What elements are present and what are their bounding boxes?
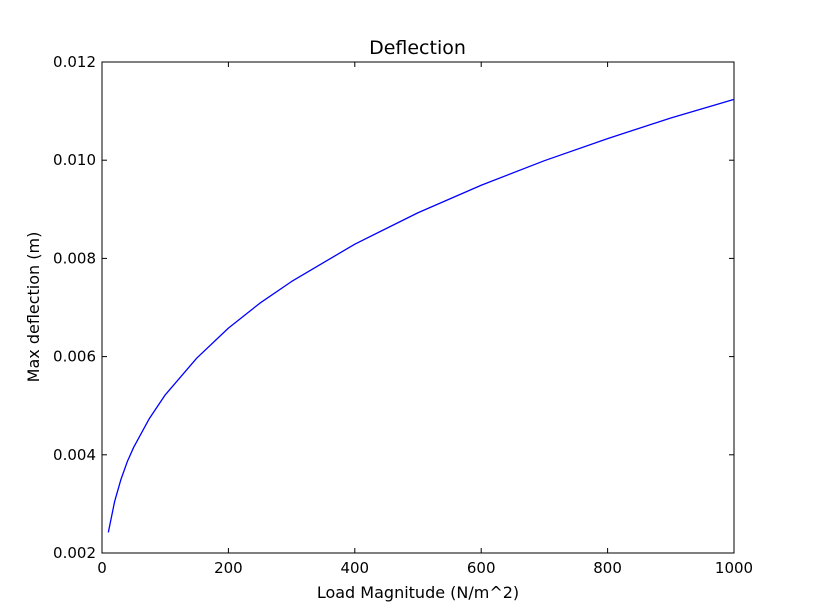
data-point (291, 281, 292, 282)
data-point (196, 357, 197, 358)
series-line (107, 98, 735, 533)
plot-area (101, 61, 735, 554)
y-tick-label: 0.008 (53, 249, 96, 267)
x-tick-label: 1000 (715, 559, 753, 577)
x-axis-title: Load Magnitude (N/m^2) (317, 583, 519, 602)
data-point (607, 138, 608, 139)
data-point (544, 160, 545, 161)
y-tick-label: 0.002 (53, 544, 96, 562)
y-tick-label: 0.010 (53, 151, 96, 169)
data-point (108, 532, 109, 533)
plot-frame (101, 61, 735, 554)
y-tick-label: 0.006 (53, 348, 96, 366)
series-layer (107, 98, 735, 533)
x-tick-label: 400 (340, 559, 369, 577)
data-point (354, 244, 355, 245)
y-axis: 0.002 0.004 0.006 0.008 0.010 0.012 (53, 53, 734, 562)
data-point (481, 185, 482, 186)
data-point (149, 418, 150, 419)
data-point (127, 461, 128, 462)
data-point (417, 212, 418, 213)
data-point (670, 117, 671, 118)
data-point (120, 479, 121, 480)
y-tick-label: 0.012 (53, 53, 96, 71)
x-tick-label: 200 (214, 559, 243, 577)
x-tick-label: 0 (97, 559, 107, 577)
x-tick-label: 800 (593, 559, 622, 577)
x-axis: 0 200 400 600 800 1000 (97, 62, 753, 577)
data-point (165, 394, 166, 395)
x-tick-label: 600 (467, 559, 496, 577)
data-point (114, 501, 115, 502)
data-point (733, 99, 734, 100)
y-axis-title: Max deflection (m) (24, 232, 43, 383)
y-tick-label: 0.004 (53, 446, 96, 464)
chart-title: Deflection (369, 37, 466, 59)
data-point (259, 302, 260, 303)
data-point (133, 447, 134, 448)
data-point (228, 328, 229, 329)
